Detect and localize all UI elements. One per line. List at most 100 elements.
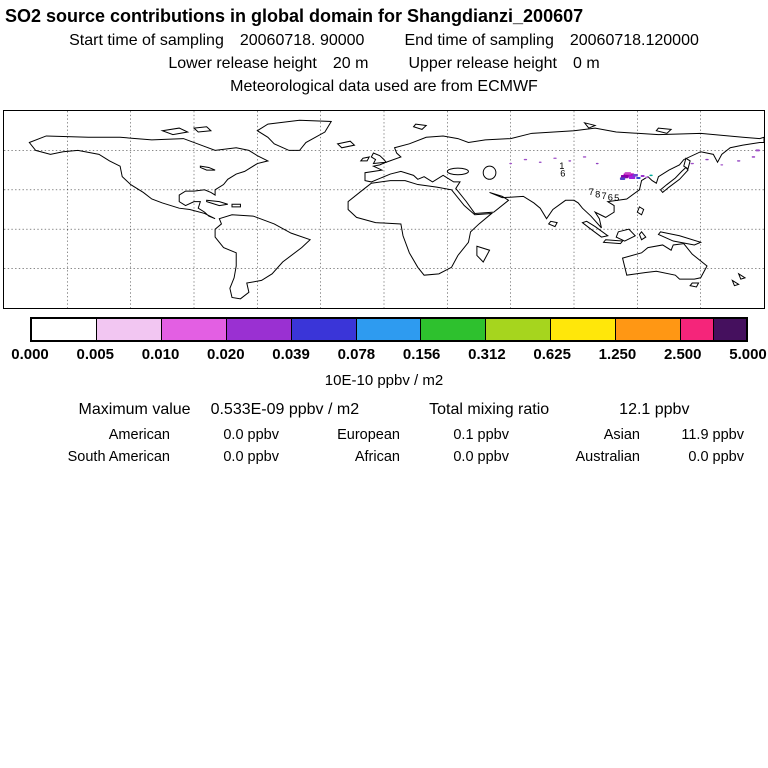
coastline (656, 128, 671, 133)
map-gridlines (4, 111, 764, 308)
colorbar-segment (420, 319, 486, 340)
end-time-label: End time of sampling (404, 32, 554, 49)
region-value: 0.0 ppbv (223, 427, 279, 443)
region-label: South American (67, 449, 170, 465)
colorbar (30, 317, 748, 342)
release-height-line: Lower release height 20 m Upper release … (0, 55, 768, 73)
coastline (365, 128, 764, 228)
stats-summary-row: Maximum value 0.533E-09 ppbv / m2 Total … (0, 401, 768, 419)
trajectory-number: 6 (560, 169, 565, 179)
colorbar-segment (225, 319, 291, 340)
region-contributions-table: American 0.0 ppbv European 0.1 ppbv Asian 11.… (24, 427, 744, 465)
coastline (639, 232, 645, 240)
world-map: 167 8 7 6 5 (4, 111, 764, 308)
coastline (585, 123, 596, 128)
concentration-overlay: 167 8 7 6 5 (509, 149, 760, 203)
source-marker (553, 157, 557, 159)
coastline (739, 274, 745, 279)
coastline (616, 229, 635, 241)
trajectory-number: 5 (614, 193, 619, 203)
trajectory-number: 8 (595, 190, 600, 200)
colorbar-segment (713, 319, 746, 340)
colorbar-tick: 0.010 (141, 346, 180, 363)
upper-height-value: 0 m (573, 55, 600, 72)
coastline (604, 240, 623, 244)
start-time-label: Start time of sampling (69, 32, 224, 49)
colorbar-tick: 0.039 (272, 346, 310, 363)
coastline (732, 280, 738, 285)
coastline (658, 232, 700, 245)
sampling-time-line: Start time of sampling 20060718. 90000 E… (0, 32, 768, 50)
colorbar-segment (485, 319, 551, 340)
source-marker (705, 158, 709, 161)
coastline (29, 136, 268, 219)
upper-height-label: Upper release height (408, 55, 557, 72)
source-marker (720, 164, 724, 166)
source-marker (751, 156, 756, 158)
coastline (690, 283, 698, 287)
colorbar-segment (32, 319, 96, 340)
colorbar-segment (160, 319, 226, 340)
colorbar-tick: 0.312 (468, 346, 506, 363)
colorbar-tick: 0.625 (533, 346, 571, 363)
coastline (549, 221, 557, 226)
colorbar-tick: 0.156 (402, 346, 441, 363)
region-label: European (337, 427, 400, 443)
coastline (348, 181, 492, 276)
colorbar-segment (550, 319, 616, 340)
figure-root: SO2 source contributions in global domai… (0, 6, 768, 465)
coastline (162, 128, 187, 135)
coastline (371, 153, 386, 164)
source-marker (624, 172, 631, 175)
coastline (257, 120, 331, 150)
colorbar-segment (95, 319, 161, 340)
colorbar-units: 10E-10 ppbv / m2 (324, 372, 444, 389)
region-value: 0.0 ppbv (453, 449, 509, 465)
region-label: American (108, 427, 170, 443)
coastline (684, 158, 690, 169)
coastline (200, 166, 215, 170)
source-marker (755, 149, 760, 152)
source-marker (632, 174, 638, 177)
region-label: Asian (603, 427, 640, 443)
trajectory-number: 6 (608, 192, 613, 202)
source-marker (690, 162, 694, 165)
coastline (207, 200, 228, 205)
colorbar-tick: 1.250 (598, 346, 637, 363)
source-marker (649, 174, 653, 177)
max-value-label: Maximum value (78, 401, 191, 418)
source-marker (509, 162, 513, 165)
coastline (637, 207, 643, 215)
lower-height-label: Lower release height (168, 55, 317, 72)
source-marker (568, 160, 572, 162)
coastline (623, 244, 707, 279)
colorbar-tick: 2.500 (663, 346, 702, 363)
coastline (194, 127, 211, 132)
source-marker (595, 162, 599, 165)
trajectory-number: 1 (559, 161, 564, 171)
trajectory-number: 7 (601, 191, 606, 201)
colorbar-tick: 0.005 (76, 346, 115, 363)
met-data-line: Meteorological data used are from ECMWF (0, 78, 768, 96)
colorbar-tick: 0.078 (337, 346, 376, 363)
source-marker (640, 175, 645, 177)
colorbar-tick: 5.000 (729, 346, 767, 363)
source-marker (736, 160, 741, 162)
colorbar-tick-labels: 0.000 0.005 0.010 0.020 0.039 0.078 0.156 0.312… (11, 346, 767, 368)
region-label: African (354, 449, 400, 465)
coastline (447, 168, 468, 175)
max-value: 0.533E-09 ppbv / m2 (210, 401, 360, 418)
coastline (477, 246, 490, 262)
total-ratio-value: 12.1 ppbv (619, 401, 690, 418)
region-value: 0.1 ppbv (453, 427, 509, 443)
source-marker (523, 158, 528, 161)
end-time-value: 20060718.120000 (569, 32, 699, 49)
colorbar-segment (615, 319, 681, 340)
source-marker (538, 161, 542, 163)
coastline (215, 215, 310, 299)
start-time-value: 20060718. 90000 (239, 32, 365, 49)
coastline (232, 204, 240, 207)
colorbar-segment (355, 319, 421, 340)
coastline (582, 221, 607, 237)
